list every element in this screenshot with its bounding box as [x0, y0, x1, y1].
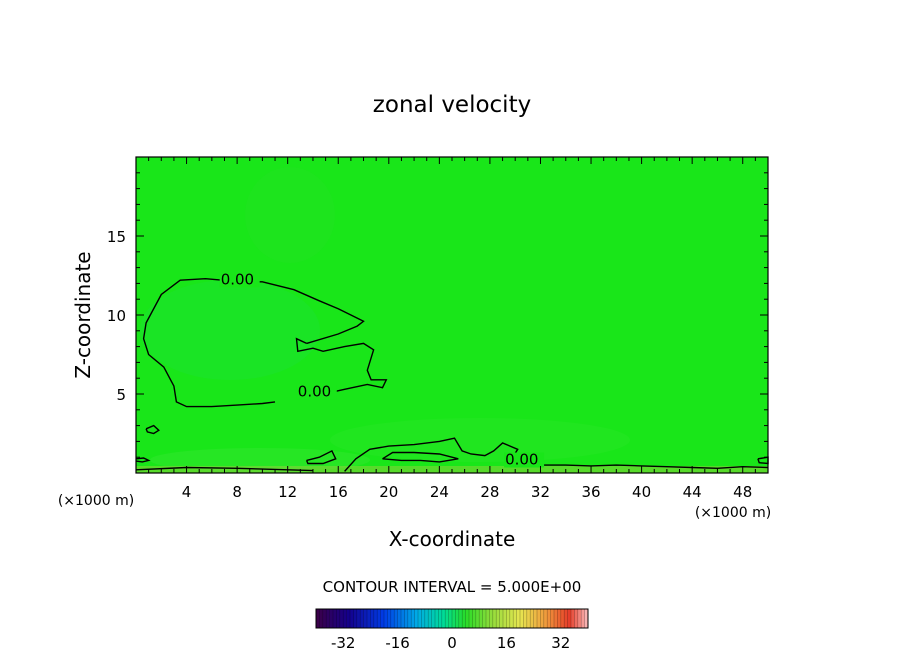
- x-unit-label-right: (×1000 m): [695, 505, 771, 521]
- x-tick-label: 28: [480, 483, 499, 501]
- y-tick-label: 15: [107, 228, 126, 246]
- x-tick-label: 16: [329, 483, 348, 501]
- colorbar-tick-label: 32: [551, 634, 570, 652]
- contour-label: 0.00: [221, 270, 254, 288]
- colorbar-tick-label: -16: [385, 634, 410, 652]
- x-tick-label: 4: [182, 483, 192, 501]
- x-tick-label: 24: [430, 483, 449, 501]
- x-tick-label: 8: [232, 483, 242, 501]
- colorbar: [316, 609, 588, 628]
- x-tick-label: 40: [632, 483, 651, 501]
- x-tick-label: 44: [683, 483, 702, 501]
- colorbar-ticks: -32 -16 0 16 32: [331, 634, 570, 652]
- x-unit-label-left: (×1000 m): [58, 493, 134, 509]
- colorbar-tick-label: 16: [497, 634, 516, 652]
- y-tick-label: 10: [107, 307, 126, 325]
- colorbar-tick-label: -32: [331, 634, 356, 652]
- contour-interval-note: CONTOUR INTERVAL = 5.000E+00: [323, 578, 582, 596]
- x-tick-label: 36: [581, 483, 600, 501]
- colorbar-tick-label: 0: [447, 634, 457, 652]
- x-tick-label: 32: [531, 483, 550, 501]
- x-tick-label: 20: [379, 483, 398, 501]
- y-axis-title: Z-coordinate: [71, 251, 95, 378]
- x-axis-title: X-coordinate: [389, 527, 516, 551]
- x-tick-label: 48: [733, 483, 752, 501]
- contour-label: 0.00: [505, 451, 538, 469]
- contour-label: 0.00: [298, 383, 331, 401]
- y-tick-label: 5: [116, 386, 126, 404]
- chart-title: zonal velocity: [373, 92, 531, 118]
- x-tick-label: 12: [278, 483, 297, 501]
